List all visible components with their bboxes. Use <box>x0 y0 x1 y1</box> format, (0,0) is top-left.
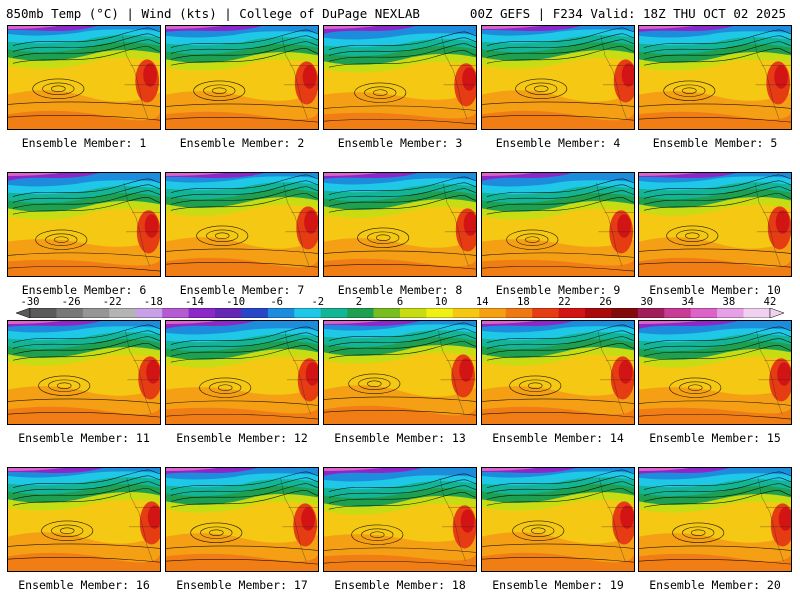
colorbar-segment <box>400 308 427 318</box>
ensemble-member-label: Ensemble Member: 18 <box>334 578 466 592</box>
ensemble-member-label: Ensemble Member: 1 <box>21 136 147 150</box>
colorbar-segment <box>162 308 189 318</box>
temperature-colorbar <box>16 308 784 318</box>
ensemble-member-map <box>165 172 319 277</box>
ensemble-member-label: Ensemble Member: 15 <box>649 431 781 445</box>
ensemble-member-map <box>7 320 161 425</box>
ensemble-member-map <box>7 25 161 130</box>
colorbar-segment <box>426 308 454 318</box>
ensemble-member-map <box>7 467 161 572</box>
ensemble-member-map <box>481 467 635 572</box>
ensemble-member-map <box>638 320 792 425</box>
colorbar-segment <box>320 308 348 318</box>
colorbar-segment <box>664 308 692 318</box>
colorbar-segment <box>241 308 269 318</box>
colorbar-segment <box>135 308 163 318</box>
colorbar-tick-label: -18 <box>143 296 163 308</box>
ensemble-member-label: Ensemble Member: 10 <box>649 283 781 297</box>
colorbar-tick-label: -26 <box>61 296 81 308</box>
colorbar-segment <box>452 308 480 318</box>
colorbar-segment <box>479 308 507 318</box>
colorbar-segment <box>611 308 639 318</box>
colorbar-tick-label: 14 <box>475 296 489 308</box>
colorbar-segment <box>215 308 242 318</box>
colorbar-segment <box>717 308 744 318</box>
ensemble-member-map <box>165 25 319 130</box>
ensemble-member-map <box>638 172 792 277</box>
ensemble-member-label: Ensemble Member: 8 <box>337 283 463 297</box>
ensemble-member-map <box>323 25 477 130</box>
colorbar-tick-label: -14 <box>184 296 204 308</box>
colorbar-tick-label: 18 <box>517 296 530 308</box>
colorbar-tick-label: 10 <box>434 296 448 308</box>
colorbar-segment <box>347 308 374 318</box>
header-left-title: 850mb Temp (°C) | Wind (kts) | College o… <box>6 6 420 21</box>
colorbar-tick-label: -22 <box>102 296 122 308</box>
ensemble-member-map <box>481 25 635 130</box>
ensemble-member-map <box>481 172 635 277</box>
ensemble-member-map <box>323 172 477 277</box>
ensemble-member-map <box>638 25 792 130</box>
colorbar-right-arrow <box>769 308 784 318</box>
ensemble-member-map <box>323 467 477 572</box>
colorbar-tick-label: -2 <box>311 296 325 308</box>
ensemble-member-label: Ensemble Member: 17 <box>176 578 308 592</box>
colorbar-tick-label: 34 <box>681 296 695 308</box>
colorbar-tick-label: -10 <box>226 296 246 308</box>
colorbar-tick-label: 38 <box>722 296 736 308</box>
colorbar-tick-label: 30 <box>640 296 653 308</box>
colorbar-segment <box>558 308 586 318</box>
colorbar-left-arrow <box>16 308 31 318</box>
ensemble-member-label: Ensemble Member: 3 <box>337 136 463 150</box>
ensemble-member-label: Ensemble Member: 6 <box>21 283 147 297</box>
colorbar-tick-label: 2 <box>355 296 363 308</box>
colorbar-segment <box>637 308 665 318</box>
ensemble-member-map <box>165 467 319 572</box>
colorbar-segment <box>56 308 84 318</box>
ensemble-member-label: Ensemble Member: 19 <box>492 578 624 592</box>
colorbar-segment <box>585 308 612 318</box>
colorbar-tick-label: -6 <box>270 296 283 308</box>
ensemble-member-map <box>323 320 477 425</box>
colorbar-tick-label: 26 <box>599 296 612 308</box>
ensemble-member-map <box>165 320 319 425</box>
colorbar-tick-label: -30 <box>20 296 40 308</box>
colorbar-tick-label: 22 <box>558 296 571 308</box>
ensemble-member-label: Ensemble Member: 14 <box>492 431 624 445</box>
ensemble-member-label: Ensemble Member: 11 <box>18 431 150 445</box>
ensemble-member-label: Ensemble Member: 13 <box>334 431 466 445</box>
colorbar-segment <box>532 308 559 318</box>
ensemble-member-label: Ensemble Member: 12 <box>176 431 308 445</box>
ensemble-member-label: Ensemble Member: 4 <box>495 136 621 150</box>
ensemble-member-label: Ensemble Member: 16 <box>18 578 150 592</box>
colorbar-segment <box>743 308 771 318</box>
colorbar-segment <box>267 308 295 318</box>
colorbar-tick-labels: -30 -26 -22 -18 -14 -10 -6 -2 2 6 10 14 18 22 26 30 34 38… <box>21 296 777 308</box>
colorbar-segment <box>294 308 322 318</box>
colorbar-tick-label: 6 <box>396 296 404 308</box>
colorbar-segment <box>505 308 533 318</box>
colorbar-segment <box>373 308 401 318</box>
header-right-title: 00Z GEFS | F234 Valid: 18Z THU OCT 02 20… <box>469 6 786 21</box>
colorbar-segment <box>30 308 57 318</box>
colorbar-segment <box>690 308 718 318</box>
ensemble-member-map <box>7 172 161 277</box>
ensemble-member-map <box>481 320 635 425</box>
ensemble-member-label: Ensemble Member: 20 <box>649 578 781 592</box>
colorbar-tick-label: 42 <box>763 296 777 308</box>
ensemble-member-label: Ensemble Member: 5 <box>652 136 778 150</box>
colorbar-segment <box>188 308 216 318</box>
colorbar-segment <box>109 308 137 318</box>
ensemble-member-label: Ensemble Member: 2 <box>179 136 305 150</box>
ensemble-member-label: Ensemble Member: 9 <box>495 283 621 297</box>
ensemble-member-label: Ensemble Member: 7 <box>179 283 305 297</box>
ensemble-member-map <box>638 467 792 572</box>
colorbar-segment <box>82 308 110 318</box>
